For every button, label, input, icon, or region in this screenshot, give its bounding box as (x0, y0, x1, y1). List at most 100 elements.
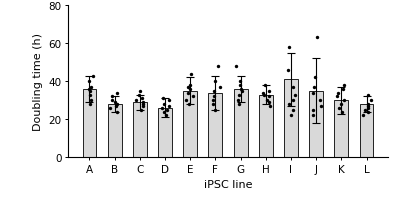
Bar (284, 80, 298, 158)
Point (239, 90, 245, 93)
Point (86, 80, 92, 83)
Point (140, 103, 146, 106)
Point (314, 37, 321, 40)
Point (312, 76, 318, 80)
Point (285, 69, 292, 72)
Point (114, 110, 120, 114)
Point (236, 80, 243, 83)
Point (286, 46, 292, 49)
Bar (108, 105, 122, 158)
Point (289, 99, 296, 102)
Point (368, 99, 374, 102)
Point (266, 90, 272, 93)
Point (310, 109, 316, 112)
Point (266, 95, 273, 99)
Point (334, 95, 340, 99)
Point (236, 94, 242, 97)
Point (87, 94, 94, 97)
Point (288, 114, 294, 118)
Bar (133, 103, 147, 158)
Point (362, 109, 369, 112)
Point (188, 73, 194, 76)
Point (166, 99, 173, 102)
X-axis label: iPSC line: iPSC line (204, 179, 252, 189)
Point (211, 95, 218, 99)
Point (211, 90, 218, 93)
Point (292, 94, 298, 97)
Bar (82, 89, 96, 158)
Point (236, 84, 243, 87)
Point (186, 103, 192, 106)
Point (183, 99, 189, 102)
Point (140, 105, 147, 108)
Point (259, 92, 266, 95)
Bar (183, 91, 197, 158)
Point (310, 92, 316, 95)
Point (364, 94, 371, 97)
Point (163, 109, 170, 112)
Point (159, 107, 165, 110)
Point (311, 86, 317, 89)
Point (107, 107, 114, 110)
Point (86, 88, 92, 91)
Bar (158, 108, 172, 158)
Bar (309, 91, 323, 158)
Point (234, 99, 241, 102)
Point (137, 90, 143, 93)
Point (87, 103, 93, 106)
Point (87, 90, 93, 93)
Point (360, 114, 366, 118)
Point (364, 107, 371, 110)
Point (88, 99, 95, 102)
Point (138, 97, 145, 100)
Point (215, 65, 221, 68)
Point (266, 105, 273, 108)
Point (210, 99, 216, 102)
Point (317, 99, 323, 102)
Point (166, 105, 172, 108)
Point (365, 105, 371, 108)
Point (161, 110, 167, 114)
Point (217, 86, 223, 89)
Bar (360, 105, 374, 158)
Point (190, 95, 196, 99)
Point (187, 84, 194, 87)
Point (290, 86, 296, 89)
Point (338, 110, 345, 114)
Point (163, 114, 170, 118)
Point (88, 86, 94, 89)
Bar (208, 93, 222, 158)
Point (109, 95, 115, 99)
Y-axis label: Doubling time (h): Doubling time (h) (33, 33, 43, 130)
Point (310, 114, 316, 118)
Point (335, 92, 341, 95)
Point (90, 75, 96, 78)
Point (140, 101, 146, 104)
Point (132, 99, 139, 102)
Point (233, 65, 239, 68)
Point (262, 84, 268, 87)
Point (340, 88, 346, 91)
Bar (259, 95, 273, 158)
Bar (334, 101, 348, 158)
Point (185, 92, 192, 95)
Point (286, 103, 292, 106)
Point (136, 94, 142, 97)
Point (109, 99, 115, 102)
Point (185, 86, 192, 89)
Point (186, 88, 193, 91)
Point (290, 109, 296, 112)
Point (114, 103, 120, 106)
Point (365, 110, 371, 114)
Point (160, 103, 167, 106)
Point (341, 84, 348, 87)
Point (336, 107, 342, 110)
Bar (234, 89, 248, 158)
Point (338, 103, 344, 106)
Point (261, 94, 267, 97)
Point (160, 97, 166, 100)
Point (210, 103, 216, 106)
Point (138, 109, 144, 112)
Point (114, 92, 120, 95)
Point (317, 105, 324, 108)
